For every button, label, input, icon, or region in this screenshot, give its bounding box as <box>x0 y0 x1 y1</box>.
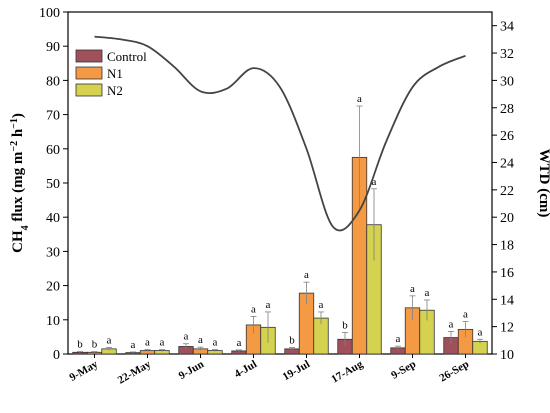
left-axis-tick-label: 20 <box>46 280 60 295</box>
left-axis-tick-label: 0 <box>53 348 60 363</box>
significance-letter: a <box>357 93 362 105</box>
significance-letter: a <box>266 299 271 311</box>
significance-letter: a <box>145 337 150 349</box>
right-axis-tick-label: 18 <box>500 239 514 254</box>
significance-letter: a <box>160 337 165 349</box>
x-axis-category-label: 9-Sep <box>389 358 418 382</box>
x-axis-category-label: 22-May <box>116 358 154 387</box>
right-axis-tick-label: 34 <box>500 20 514 35</box>
significance-letter: a <box>396 333 401 345</box>
significance-letter: a <box>410 283 415 295</box>
significance-letter: a <box>425 287 430 299</box>
significance-letter: a <box>107 335 112 347</box>
legend-swatch-Control <box>76 50 102 62</box>
x-axis-category-label: 4-Jul <box>232 358 259 380</box>
right-axis-tick-label: 16 <box>500 266 514 281</box>
x-axis-category-label: 9-May <box>68 358 101 384</box>
right-axis-tick-label: 22 <box>500 184 514 199</box>
x-axis-category-label: 26-Sep <box>437 358 471 384</box>
left-axis-tick-label: 90 <box>46 40 60 55</box>
left-axis-title: CH4 flux (mg m−2 h−1) <box>9 113 31 253</box>
right-axis-tick-label: 28 <box>500 102 514 117</box>
significance-letter: a <box>213 337 218 349</box>
significance-letter: a <box>304 269 309 281</box>
left-axis-tick-label: 10 <box>46 314 60 329</box>
legend: Control N1 N2 <box>76 49 147 98</box>
right-axis-tick-label: 14 <box>500 293 514 308</box>
left-axis-tick-label: 70 <box>46 109 60 124</box>
significance-letter: a <box>319 299 324 311</box>
significance-letter: a <box>251 303 256 315</box>
significance-letter: a <box>184 331 189 343</box>
left-axis-tick-label: 100 <box>39 6 60 21</box>
right-axis-tick-label: 30 <box>500 74 514 89</box>
left-axis-tick-label: 60 <box>46 143 60 158</box>
significance-letter: b <box>92 339 98 351</box>
right-axis-tick-label: 12 <box>500 321 514 336</box>
legend-label-N2: N2 <box>107 83 123 98</box>
significance-letter: b <box>342 319 348 331</box>
x-axis-category-label: 19-Jul <box>281 358 312 383</box>
x-axis-category-label: 9-Jun <box>177 358 206 382</box>
legend-label-N1: N1 <box>107 66 123 81</box>
right-axis-tick-label: 20 <box>500 211 514 226</box>
significance-letter: a <box>237 337 242 349</box>
significance-letter: a <box>463 309 468 321</box>
left-axis-tick-label: 40 <box>46 211 60 226</box>
significance-letter: b <box>77 339 83 351</box>
legend-label-Control: Control <box>107 49 147 64</box>
right-axis-tick-label: 24 <box>500 156 514 171</box>
left-axis-tick-label: 80 <box>46 74 60 89</box>
significance-letter: b <box>289 335 295 347</box>
left-axis-tick-label: 30 <box>46 245 60 260</box>
right-axis-title: WTD (cm) <box>536 149 550 218</box>
wtd-line-layer <box>95 37 466 231</box>
significance-letter: a <box>478 326 483 338</box>
significance-letter: a <box>449 318 454 330</box>
bars-layer <box>73 157 488 354</box>
legend-swatch-N1 <box>76 67 102 79</box>
wtd-line <box>95 37 466 231</box>
right-axis-tick-label: 26 <box>500 129 514 144</box>
left-axis-tick-label: 50 <box>46 177 60 192</box>
legend-swatch-N2 <box>76 84 102 96</box>
significance-letter: a <box>131 339 136 351</box>
significance-letter: a <box>198 334 203 346</box>
x-axis-category-label: 17-Aug <box>329 358 365 386</box>
right-axis-tick-label: 10 <box>500 348 514 363</box>
right-axis-tick-label: 32 <box>500 47 514 62</box>
